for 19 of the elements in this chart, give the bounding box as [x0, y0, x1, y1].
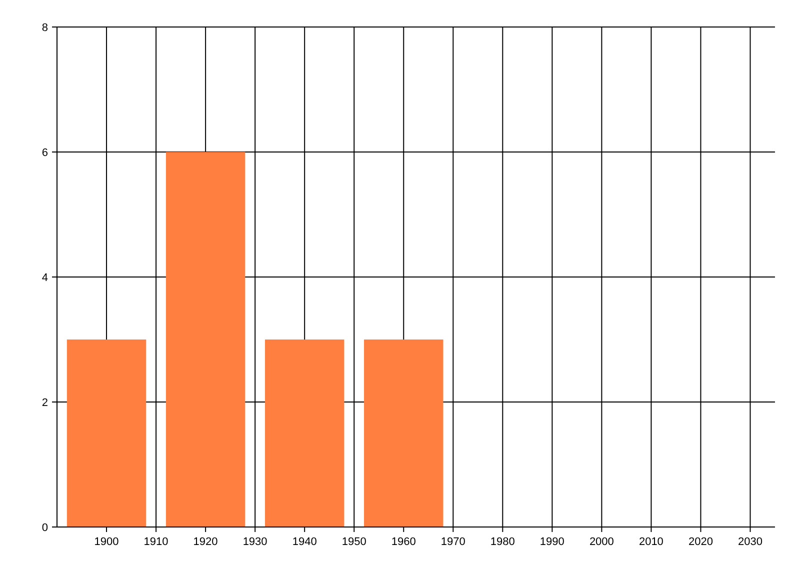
x-tick-label: 1940	[292, 536, 317, 548]
x-tick-label: 2010	[638, 536, 664, 548]
x-tick-label: 1990	[540, 536, 564, 548]
x-tick-label: 2030	[738, 536, 762, 548]
x-tick-label: 1910	[144, 536, 168, 548]
x-tick-label: 1930	[242, 536, 268, 548]
x-tick-label: 1920	[193, 536, 218, 548]
x-tick-label: 1970	[440, 536, 466, 548]
x-tick-label: 2000	[589, 536, 614, 548]
x-tick-label: 2020	[688, 536, 713, 548]
x-tick-label: 1980	[490, 536, 515, 548]
y-tick-label: 8	[42, 22, 48, 34]
y-tick-label: 0	[42, 522, 48, 534]
x-tick-label: 1950	[342, 536, 366, 548]
y-tick-label: 2	[42, 396, 48, 409]
y-tick-label: 4	[42, 272, 48, 284]
y-tick-label: 6	[42, 146, 48, 159]
x-tick-label: 1960	[391, 536, 416, 548]
x-tick-label: 1900	[94, 536, 119, 548]
